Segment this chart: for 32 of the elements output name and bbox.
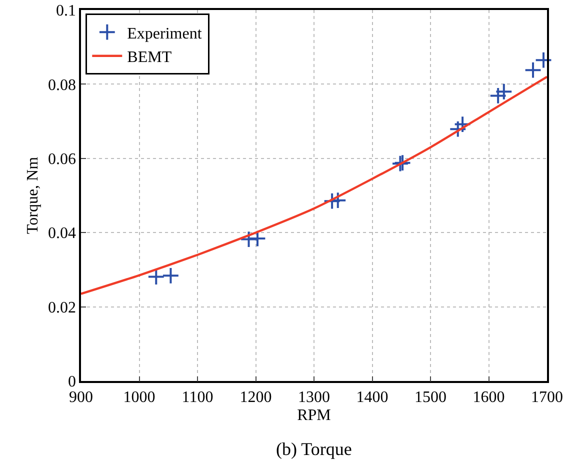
point bbox=[524, 61, 542, 79]
x-tick-label: 1000 bbox=[123, 388, 156, 406]
x-axis-title: RPM bbox=[297, 407, 331, 424]
legend-label: BEMT bbox=[127, 49, 172, 66]
legend-label: Experiment bbox=[127, 25, 202, 42]
x-tick-label: 1200 bbox=[240, 388, 272, 406]
point bbox=[454, 116, 472, 133]
y-tick-label: 0.04 bbox=[48, 225, 76, 242]
x-tick-label: 1600 bbox=[472, 388, 505, 406]
point bbox=[449, 120, 467, 138]
point bbox=[162, 266, 180, 284]
y-axis-title: Torque, Nm bbox=[24, 156, 42, 234]
point bbox=[489, 87, 507, 104]
text: (b) Torque bbox=[276, 439, 352, 459]
x-tick-label: 1700 bbox=[531, 388, 563, 406]
y-tick-label: 0.02 bbox=[48, 299, 76, 316]
point bbox=[323, 192, 341, 210]
point bbox=[147, 268, 165, 286]
line-series bbox=[81, 76, 547, 295]
point bbox=[495, 82, 513, 100]
x-tick-label: 1400 bbox=[356, 388, 388, 406]
y-tick-label: 0.06 bbox=[48, 151, 76, 168]
point bbox=[240, 230, 258, 248]
y-tick-label: 0.1 bbox=[56, 2, 76, 20]
x-tick-label: 900 bbox=[69, 388, 93, 406]
x-tick-label: 1100 bbox=[182, 388, 214, 406]
y-tick-label: 0.08 bbox=[48, 76, 76, 94]
point bbox=[329, 192, 347, 210]
x-tick-label: 1500 bbox=[414, 388, 446, 406]
y-tick-label: 0 bbox=[68, 374, 76, 391]
x-tick-label: 1300 bbox=[298, 388, 330, 406]
point bbox=[534, 51, 552, 69]
